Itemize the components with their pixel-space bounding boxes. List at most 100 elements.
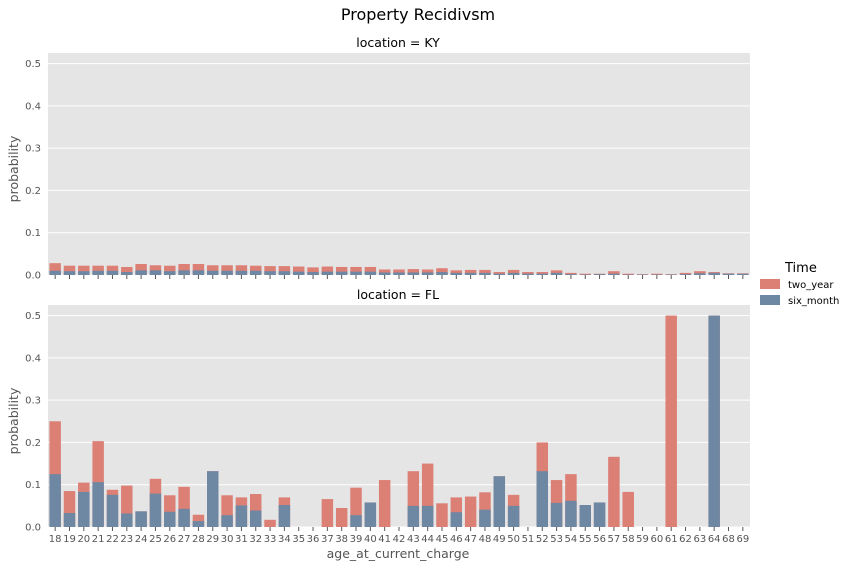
y-tick-label: 0.0 [25, 523, 41, 534]
bar-six-month [335, 271, 348, 275]
bar-two-year [608, 456, 620, 527]
x-tick-label: 55 [579, 534, 592, 545]
x-tick-label: 54 [565, 534, 578, 545]
bar-two-year [63, 265, 76, 275]
bar-two-year [221, 265, 233, 275]
bar-two-year [278, 266, 291, 275]
bar-two-year [307, 267, 319, 275]
x-tick-label: 56 [593, 534, 606, 545]
bar-six-month [78, 491, 90, 527]
x-tick-label: 39 [350, 534, 363, 545]
bar-six-month [450, 272, 463, 275]
x-axis-label: age_at_current_charge [327, 546, 470, 561]
bar-six-month [407, 272, 420, 275]
panel-title-fl: location = FL [357, 287, 439, 302]
bar-six-month [479, 272, 491, 275]
x-tick-label: 60 [651, 534, 664, 545]
plot-background [48, 305, 750, 527]
legend-label-six-month: six_month [788, 296, 839, 307]
bar-six-month [78, 271, 90, 275]
bar-two-year [221, 495, 233, 527]
panel-ky: location = KY probability 0.0 0.1 0.2 0.3 0.… [6, 35, 750, 282]
bar-six-month [565, 500, 577, 527]
bar-six-month [250, 270, 262, 275]
bar-six-month [221, 515, 233, 527]
bar-two-year [550, 270, 563, 275]
bar-two-year [335, 266, 348, 275]
panel-title-ky: location = KY [356, 35, 440, 50]
bar-two-year [665, 315, 677, 527]
bar-six-month [436, 272, 448, 275]
y-tick-label: 0.1 [25, 228, 41, 239]
x-tick-label: 63 [693, 534, 706, 545]
x-tick-label: 40 [364, 534, 377, 545]
x-tick-label: 51 [522, 534, 535, 545]
legend-swatch-six-month [760, 295, 780, 305]
bar-two-year [264, 266, 276, 275]
bar-six-month [235, 270, 248, 275]
bar-two-year [164, 495, 176, 527]
bar-six-month [149, 493, 162, 527]
bar-two-year [464, 269, 477, 275]
bar-six-month [149, 270, 162, 275]
bar-six-month [135, 270, 147, 275]
bar-six-month [507, 272, 520, 275]
bar-two-year [565, 272, 577, 275]
bar-two-year [264, 519, 276, 527]
bar-two-year [622, 273, 634, 275]
bar-two-year [192, 514, 205, 527]
bar-six-month [192, 521, 205, 527]
x-tick-label: 34 [278, 534, 291, 545]
bar-two-year [164, 265, 176, 275]
legend: Time two_year six_month [760, 261, 839, 307]
x-tick-label: 36 [307, 534, 320, 545]
bar-two-year [436, 503, 448, 527]
bar-six-month [92, 482, 104, 527]
bar-two-year [78, 265, 90, 275]
y-tick-label: 0.3 [25, 144, 41, 155]
bar-two-year [121, 485, 133, 527]
x-tick-label: 25 [149, 534, 162, 545]
x-tick-label: 28 [192, 534, 205, 545]
bar-six-month [307, 272, 319, 275]
x-tick-label: 61 [665, 534, 678, 545]
bar-six-month [121, 272, 133, 275]
bar-six-month [493, 476, 506, 527]
bar-two-year [536, 272, 548, 275]
bar-six-month [364, 271, 377, 275]
bar-six-month [479, 509, 491, 527]
x-tick-label: 46 [450, 534, 463, 545]
bar-two-year [207, 265, 219, 275]
bar-two-year [364, 266, 377, 275]
bar-six-month [679, 274, 692, 275]
y-axis-label-ky: probability [6, 135, 21, 202]
bar-two-year [121, 266, 133, 275]
bar-two-year [407, 269, 420, 275]
bar-six-month [579, 505, 591, 527]
y-tick-label: 0.4 [25, 353, 41, 364]
bar-two-year [350, 487, 362, 527]
y-tick-label: 0.5 [25, 311, 41, 322]
bar-six-month [708, 272, 720, 275]
bar-six-month [550, 272, 563, 275]
bar-six-month [278, 271, 291, 275]
bar-six-month [278, 505, 291, 527]
bar-six-month [593, 502, 606, 527]
bar-six-month [207, 270, 219, 275]
bar-two-year [679, 272, 692, 275]
bar-two-year [178, 264, 190, 275]
y-tick-label: 0.0 [25, 271, 41, 282]
x-tick-label: 42 [393, 534, 406, 545]
x-tick-label: 27 [178, 534, 191, 545]
bar-two-year [393, 269, 405, 275]
bar-two-year [479, 269, 491, 275]
y-tick-label: 0.5 [25, 59, 41, 70]
bar-six-month [192, 270, 205, 275]
x-tick-label: 30 [221, 534, 234, 545]
y-tick-label: 0.4 [25, 101, 41, 112]
bar-six-month [364, 502, 377, 527]
y-tick-label: 0.2 [25, 438, 41, 449]
bar-six-month [250, 510, 262, 527]
bar-six-month [207, 471, 219, 527]
x-tick-label: 57 [608, 534, 621, 545]
